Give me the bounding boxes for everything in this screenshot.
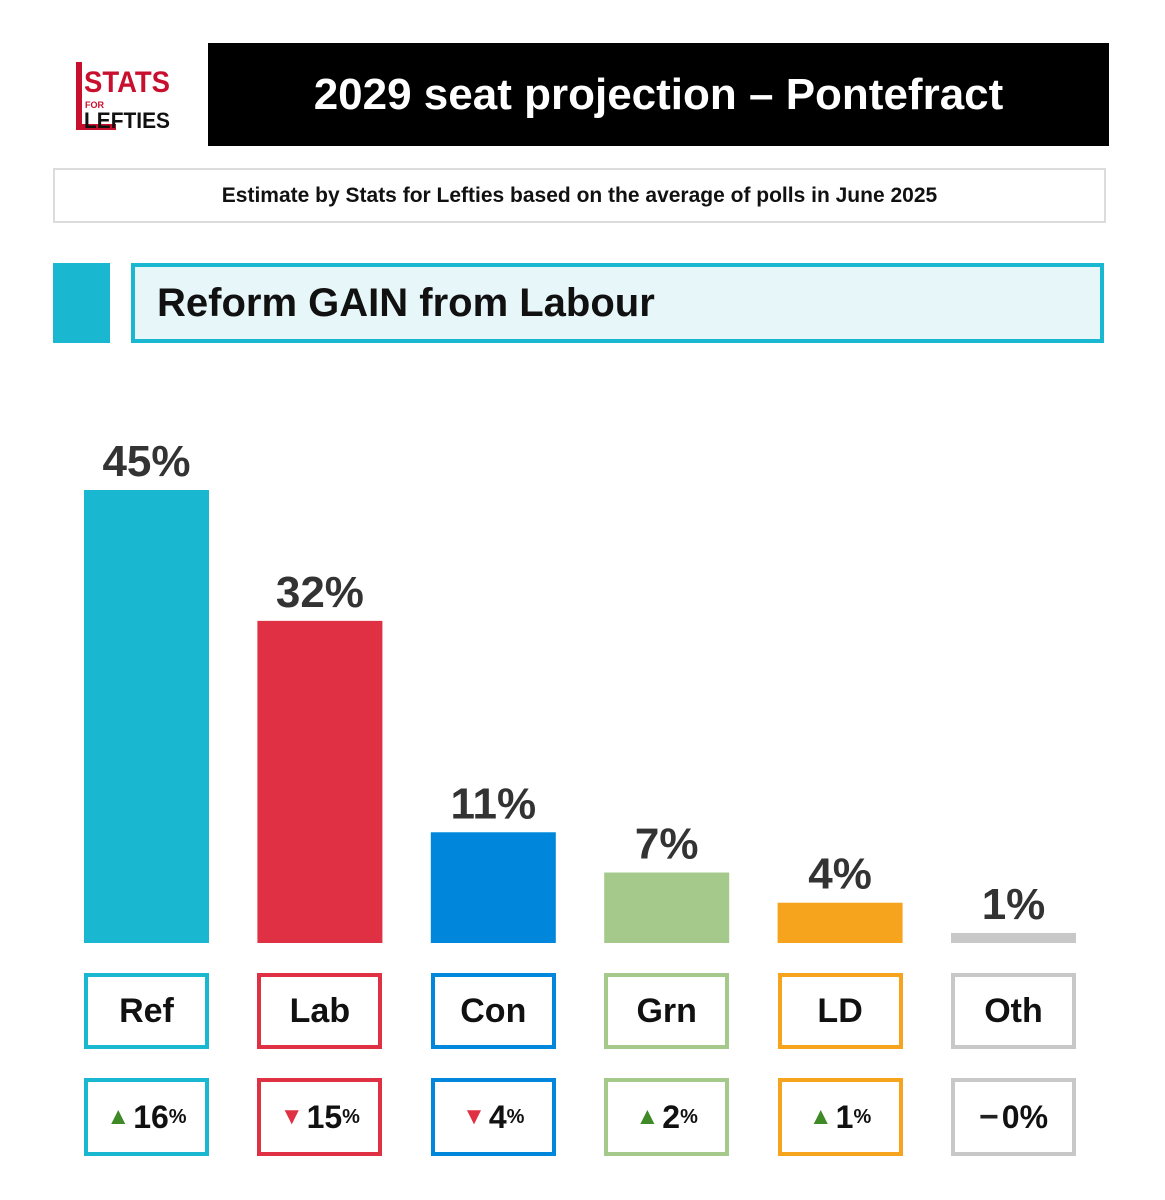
change-unit: % [680, 1105, 698, 1128]
party-label-oth: Oth [951, 973, 1076, 1049]
party-label-lab: Lab [257, 973, 383, 1049]
up-arrow-icon: ▲ [808, 1103, 833, 1130]
change-unit: % [342, 1105, 360, 1128]
change-value: 16 [133, 1098, 169, 1135]
value-label-oth: 1% [982, 880, 1046, 929]
bar-grn [604, 872, 730, 943]
down-arrow-icon: ▼ [462, 1103, 486, 1130]
value-label-grn: 7% [635, 820, 699, 869]
no-change-icon: − [978, 1097, 999, 1136]
bar-ld [777, 902, 903, 943]
bar-ref [84, 490, 209, 943]
value-label-con: 11% [450, 779, 536, 828]
change-value: 0 [1001, 1098, 1020, 1135]
change-unit: % [853, 1105, 872, 1128]
stats-for-lefties-logo: STATS FOR LEFTIES [76, 62, 170, 130]
logo-text-for: FOR [85, 100, 104, 110]
change-value: 2 [662, 1098, 681, 1135]
change-oth: −0% [951, 1078, 1076, 1156]
change-value: 4 [488, 1098, 507, 1135]
change-con: ▼ 4% [430, 1078, 556, 1156]
change-unit: % [168, 1105, 187, 1128]
change-value: 1 [835, 1098, 854, 1135]
bar-oth [951, 932, 1076, 943]
party-label-con: Con [430, 973, 556, 1049]
change-unit: % [506, 1105, 525, 1128]
change-ref: ▲ 16% [84, 1078, 209, 1156]
logo-text-stats: STATS [84, 66, 170, 99]
up-arrow-icon: ▲ [106, 1103, 131, 1130]
change-grn: ▲ 2% [604, 1078, 730, 1156]
party-label-ld: LD [777, 973, 903, 1049]
result-color-swatch [53, 263, 110, 343]
bar-lab [257, 620, 383, 943]
up-arrow-icon: ▲ [635, 1103, 660, 1130]
change-value: 15 [306, 1098, 343, 1135]
chart-subtitle: Estimate by Stats for Lefties based on t… [53, 168, 1106, 223]
party-label-grn: Grn [604, 973, 730, 1049]
change-ld: ▲ 1% [777, 1078, 903, 1156]
down-arrow-icon: ▼ [279, 1103, 304, 1130]
bar-con [430, 832, 556, 943]
page-title: 2029 seat projection – Pontefract [208, 43, 1109, 146]
projection-result: Reform GAIN from Labour [131, 263, 1104, 343]
value-label-ld: 4% [808, 850, 872, 899]
logo-text-lefties: LEFTIES [84, 108, 170, 130]
party-label-ref: Ref [84, 973, 209, 1049]
change-unit: % [1019, 1098, 1049, 1135]
value-label-ref: 45% [102, 437, 190, 486]
value-label-lab: 32% [276, 568, 364, 617]
change-lab: ▼ 15% [257, 1078, 383, 1156]
